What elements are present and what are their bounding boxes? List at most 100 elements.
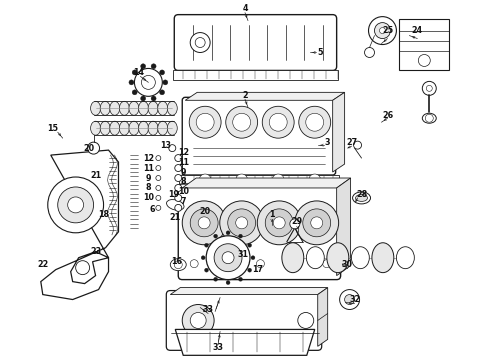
- Circle shape: [156, 185, 161, 190]
- Circle shape: [418, 54, 430, 67]
- Ellipse shape: [351, 247, 369, 269]
- Text: 23: 23: [90, 247, 101, 256]
- Circle shape: [323, 260, 331, 268]
- Polygon shape: [175, 329, 315, 355]
- Circle shape: [68, 197, 84, 213]
- Circle shape: [156, 206, 161, 210]
- Circle shape: [368, 17, 396, 45]
- Circle shape: [251, 256, 255, 260]
- Ellipse shape: [139, 101, 148, 115]
- Circle shape: [195, 37, 205, 48]
- Ellipse shape: [306, 247, 324, 269]
- Circle shape: [303, 209, 331, 237]
- Circle shape: [160, 90, 165, 95]
- Circle shape: [256, 260, 265, 268]
- Text: 19: 19: [168, 190, 179, 199]
- Text: 32: 32: [349, 295, 360, 304]
- Circle shape: [175, 154, 182, 162]
- Circle shape: [156, 156, 161, 161]
- Text: 9: 9: [146, 174, 151, 183]
- Ellipse shape: [129, 121, 139, 135]
- Circle shape: [156, 176, 161, 180]
- Circle shape: [272, 174, 284, 186]
- Circle shape: [190, 32, 210, 53]
- Text: 8: 8: [180, 177, 186, 186]
- Ellipse shape: [167, 121, 177, 135]
- Bar: [173, 71, 338, 80]
- Text: 22: 22: [37, 260, 49, 269]
- Circle shape: [175, 184, 182, 192]
- Ellipse shape: [148, 101, 158, 115]
- Text: 25: 25: [382, 26, 393, 35]
- Text: 13: 13: [160, 141, 171, 150]
- Text: 15: 15: [47, 124, 58, 133]
- Text: 18: 18: [98, 210, 109, 219]
- Circle shape: [239, 277, 243, 281]
- Ellipse shape: [120, 121, 129, 135]
- Circle shape: [88, 142, 99, 154]
- Circle shape: [309, 174, 321, 186]
- Circle shape: [175, 194, 182, 201]
- Text: 4: 4: [242, 4, 248, 13]
- Circle shape: [214, 234, 218, 238]
- Text: 28: 28: [356, 190, 367, 199]
- Circle shape: [236, 217, 247, 229]
- Text: 33: 33: [203, 305, 214, 314]
- Circle shape: [425, 114, 433, 122]
- Circle shape: [222, 252, 234, 264]
- Text: 26: 26: [382, 111, 393, 120]
- Circle shape: [134, 68, 162, 96]
- Text: 17: 17: [252, 265, 264, 274]
- Circle shape: [379, 28, 386, 33]
- Circle shape: [175, 165, 182, 171]
- Circle shape: [204, 268, 208, 272]
- Circle shape: [426, 85, 432, 91]
- Text: 10: 10: [178, 188, 189, 197]
- Circle shape: [190, 209, 218, 237]
- Circle shape: [265, 209, 293, 237]
- Ellipse shape: [110, 101, 120, 115]
- Circle shape: [233, 113, 251, 131]
- Circle shape: [189, 106, 221, 138]
- Circle shape: [236, 174, 247, 186]
- Circle shape: [262, 106, 294, 138]
- Text: 12: 12: [178, 148, 189, 157]
- Ellipse shape: [396, 247, 415, 269]
- Ellipse shape: [148, 121, 158, 135]
- Circle shape: [239, 234, 243, 238]
- Ellipse shape: [167, 101, 177, 115]
- Circle shape: [295, 201, 339, 245]
- Circle shape: [190, 312, 206, 328]
- Ellipse shape: [120, 101, 129, 115]
- Circle shape: [163, 80, 168, 85]
- Text: 2: 2: [242, 91, 248, 100]
- Circle shape: [132, 90, 137, 95]
- Circle shape: [247, 243, 252, 247]
- Polygon shape: [171, 288, 328, 294]
- Text: 9: 9: [180, 167, 186, 176]
- Circle shape: [151, 96, 156, 101]
- Text: 10: 10: [143, 193, 154, 202]
- Ellipse shape: [129, 101, 139, 115]
- Circle shape: [199, 174, 211, 186]
- Text: 3: 3: [325, 138, 330, 147]
- Circle shape: [204, 243, 208, 247]
- Ellipse shape: [356, 194, 368, 201]
- Ellipse shape: [171, 259, 186, 271]
- Text: 11: 11: [143, 163, 154, 172]
- Circle shape: [160, 70, 165, 75]
- Text: 14: 14: [133, 68, 144, 77]
- Circle shape: [290, 219, 300, 229]
- Circle shape: [299, 106, 331, 138]
- FancyBboxPatch shape: [166, 291, 322, 350]
- Ellipse shape: [422, 113, 436, 123]
- Circle shape: [311, 217, 323, 229]
- Polygon shape: [185, 92, 344, 100]
- Polygon shape: [318, 288, 328, 346]
- Circle shape: [247, 268, 252, 272]
- Polygon shape: [41, 150, 119, 300]
- Circle shape: [142, 75, 155, 89]
- Circle shape: [182, 305, 214, 336]
- Text: 27: 27: [346, 138, 357, 147]
- Text: 20: 20: [199, 207, 211, 216]
